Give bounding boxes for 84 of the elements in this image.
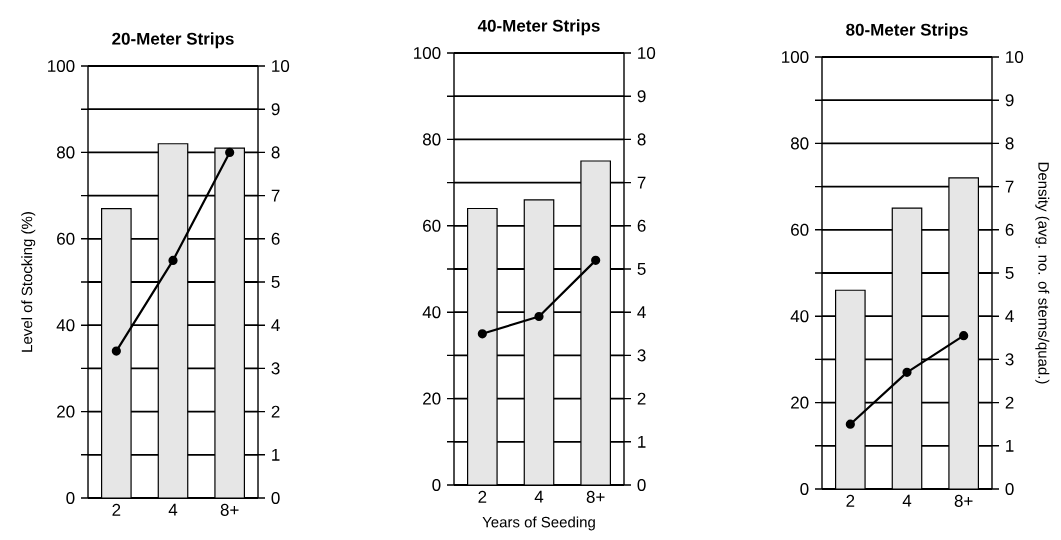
- y2-tick-label: 1: [272, 448, 280, 461]
- y2-axis-title: Density (avg. no. of stems/quad.): [1035, 162, 1050, 384]
- y2-tick-label: 2: [637, 392, 646, 405]
- x-tick-label: 8+: [586, 490, 605, 503]
- y-tick-label: 60: [57, 232, 75, 245]
- y-tick-label: 80: [56, 146, 75, 159]
- x-tick-label: 4: [534, 490, 544, 503]
- y2-tick-label: 3: [1005, 353, 1014, 366]
- bar: [580, 160, 611, 485]
- bar: [835, 289, 866, 489]
- point: [902, 367, 912, 377]
- y2-tick-label: 6: [637, 219, 646, 232]
- chart-title: 20-Meter Strips: [112, 32, 234, 49]
- x-tick-label: 4: [902, 494, 912, 507]
- y2-tick-label: 8: [1005, 137, 1014, 150]
- x-tick-label: 8+: [954, 494, 973, 507]
- bar: [948, 177, 979, 489]
- y-tick-label: 80: [422, 133, 441, 146]
- y2-tick-label: 4: [1005, 310, 1014, 323]
- point: [534, 311, 544, 322]
- y-tick-label: 20: [423, 392, 441, 405]
- y2-tick-label: 10: [638, 46, 656, 60]
- y-tick-label: 40: [422, 306, 441, 319]
- y-tick-label: 0: [66, 491, 75, 505]
- y-tick-label: 100: [782, 50, 809, 64]
- x-axis-title: Years of Seeding: [482, 516, 595, 531]
- chart-title: 40-Meter Strips: [477, 19, 600, 36]
- y2-tick-label: 7: [1005, 180, 1014, 193]
- y2-tick-label: 2: [271, 405, 280, 418]
- y-tick-label: 100: [414, 46, 441, 60]
- x-tick-label: 2: [846, 494, 855, 507]
- y2-tick-label: 1: [638, 435, 646, 448]
- y2-tick-label: 9: [1005, 94, 1014, 107]
- y2-tick-label: 6: [271, 232, 280, 245]
- y2-tick-label: 1: [1006, 439, 1014, 452]
- y-axis-title: Level of Stocking (%): [21, 212, 36, 352]
- bar: [467, 207, 498, 485]
- y-tick-label: 20: [791, 396, 809, 409]
- y2-tick-label: 3: [271, 362, 280, 375]
- y-tick-label: 60: [423, 219, 441, 232]
- y-tick-label: 40: [56, 319, 75, 332]
- y2-tick-label: 7: [637, 176, 646, 189]
- point: [477, 329, 487, 339]
- point: [845, 419, 855, 429]
- y2-tick-label: 0: [637, 478, 646, 492]
- y-tick-label: 0: [800, 482, 809, 496]
- x-tick-label: 2: [478, 490, 487, 503]
- y-tick-label: 80: [790, 137, 809, 150]
- y2-tick-label: 8: [271, 146, 280, 159]
- bar: [523, 199, 555, 485]
- y-tick-label: 40: [790, 310, 809, 323]
- y2-tick-label: 0: [271, 491, 280, 505]
- bar: [157, 143, 189, 498]
- point: [111, 346, 121, 356]
- y2-tick-label: 9: [637, 90, 646, 103]
- y-tick-label: 100: [48, 59, 75, 73]
- y2-tick-label: 10: [272, 59, 290, 73]
- y2-tick-label: 10: [1006, 50, 1024, 64]
- y-tick-label: 0: [432, 478, 441, 492]
- x-tick-label: 8+: [220, 503, 239, 516]
- y2-tick-label: 5: [1005, 267, 1014, 279]
- y2-tick-label: 3: [637, 349, 646, 362]
- y2-tick-label: 8: [637, 133, 646, 146]
- x-tick-label: 2: [112, 503, 121, 516]
- chart-title: 80-Meter Strips: [846, 23, 968, 40]
- bar: [101, 207, 132, 498]
- point: [225, 147, 235, 157]
- y2-tick-label: 9: [271, 103, 280, 116]
- y2-tick-label: 2: [1005, 396, 1014, 409]
- y2-tick-label: 4: [637, 306, 646, 319]
- point: [959, 331, 969, 341]
- x-tick-label: 4: [168, 503, 178, 516]
- y2-tick-label: 4: [271, 319, 280, 332]
- point: [168, 255, 178, 265]
- y2-tick-label: 0: [1005, 482, 1014, 496]
- y2-tick-label: 7: [271, 189, 280, 202]
- y-tick-label: 60: [791, 223, 809, 236]
- y-tick-label: 20: [57, 405, 75, 418]
- bar: [214, 147, 246, 498]
- y2-tick-label: 5: [271, 276, 280, 288]
- y2-tick-label: 5: [637, 263, 646, 275]
- point: [591, 255, 601, 265]
- bar: [891, 207, 923, 489]
- y2-tick-label: 6: [1005, 223, 1014, 236]
